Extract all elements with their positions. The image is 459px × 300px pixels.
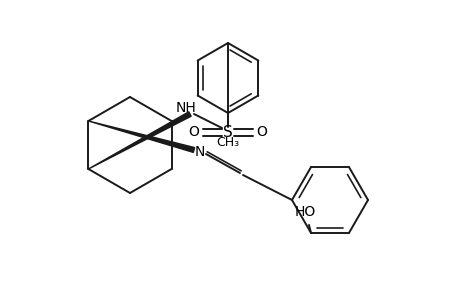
Text: O: O: [188, 125, 199, 139]
Text: HO: HO: [294, 205, 315, 219]
Polygon shape: [88, 121, 194, 152]
Text: N: N: [195, 145, 205, 159]
Text: CH₃: CH₃: [216, 136, 239, 149]
Text: NH: NH: [175, 101, 196, 115]
Text: O: O: [256, 125, 267, 139]
Polygon shape: [88, 112, 191, 169]
Text: S: S: [223, 124, 232, 140]
